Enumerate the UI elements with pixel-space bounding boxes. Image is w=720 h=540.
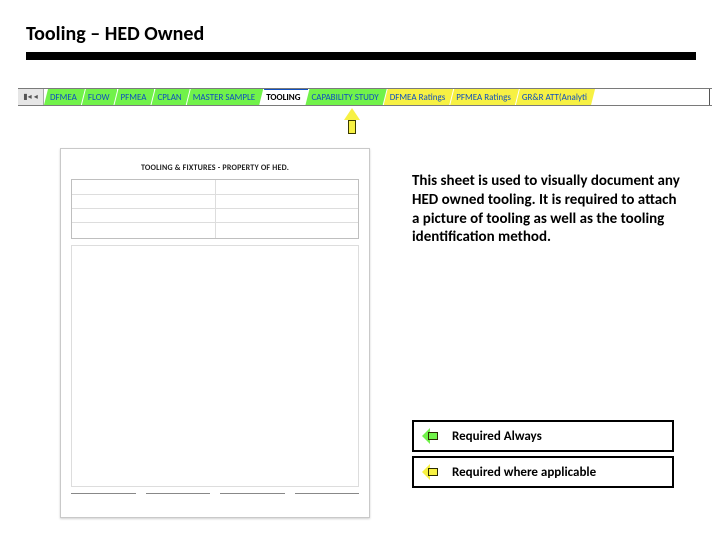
page-title: Tooling – HED Owned (26, 22, 204, 46)
title-rule (26, 52, 696, 60)
callout-arrow-icon (344, 108, 360, 134)
worksheet-tab-dfmea-ratings[interactable]: DFMEA Ratings (384, 89, 454, 105)
worksheet-tab-pfmea-ratings[interactable]: PFMEA Ratings (450, 89, 519, 105)
worksheet-tab-cplan[interactable]: CPLAN (151, 89, 189, 105)
legend-applicable-label: Required where applicable (452, 465, 596, 480)
worksheet-tab-dfmea[interactable]: DFMEA (44, 89, 85, 105)
worksheet-tab-capability-study[interactable]: CAPABILITY STUDY (305, 89, 386, 105)
form-header: TOOLING & FIXTURES - PROPERTY OF HED. (71, 163, 359, 173)
legend-required-always: Required Always (412, 420, 674, 452)
legend-arrow-yellow-icon (422, 464, 444, 480)
worksheet-tab-flow[interactable]: FLOW (82, 89, 118, 105)
description-text: This sheet is used to visually document … (412, 172, 682, 247)
worksheet-tab-strip: ▮◂ ◂ DFMEAFLOWPFMEACPLANMASTER SAMPLETOO… (18, 88, 712, 106)
worksheet-tab-tooling[interactable]: TOOLING (260, 89, 308, 105)
legend-arrow-green-icon (422, 428, 444, 444)
tab-nav-controls[interactable]: ▮◂ ◂ (18, 89, 44, 105)
form-signature-row (71, 493, 359, 507)
legend-required-applicable: Required where applicable (412, 456, 674, 488)
worksheet-tab-master-sample[interactable]: MASTER SAMPLE (187, 89, 263, 105)
worksheet-tab-pfmea[interactable]: PFMEA (114, 89, 154, 105)
form-meta-box (71, 179, 359, 239)
worksheet-tab-gr-r-att-analyti[interactable]: GR&R ATT(Analyti (516, 89, 595, 105)
tab-nav-first-icon[interactable]: ▮◂ (23, 92, 31, 102)
tab-nav-prev-icon[interactable]: ◂ (34, 92, 38, 102)
tooling-form-preview: TOOLING & FIXTURES - PROPERTY OF HED. (60, 148, 370, 518)
legend-always-label: Required Always (452, 429, 542, 444)
form-body (71, 245, 359, 487)
tab-divider (709, 89, 710, 105)
